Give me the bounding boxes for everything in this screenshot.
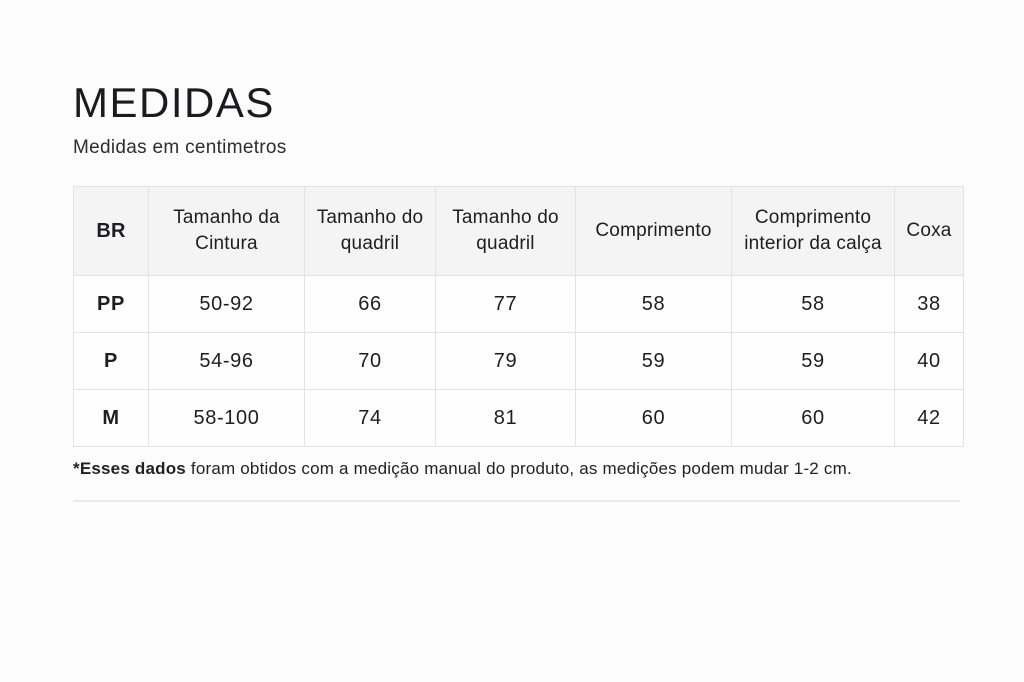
bottom-divider xyxy=(73,500,960,502)
disclaimer-bold-prefix: *Esses dados xyxy=(73,459,186,478)
header-cell-hip-size-1: Tamanho do quadril xyxy=(304,186,436,276)
table-cell: 42 xyxy=(894,389,964,447)
header-cell-inner-length: Comprimento interior da calça xyxy=(731,186,895,276)
table-header-row: BR Tamanho da Cintura Tamanho do quadril… xyxy=(73,186,964,276)
table-cell: 54-96 xyxy=(148,332,305,390)
header-cell-waist-size: Tamanho da Cintura xyxy=(148,186,305,276)
header-cell-br: BR xyxy=(73,186,149,276)
table-cell: 60 xyxy=(575,389,732,447)
page-subtitle: Medidas em centimetros xyxy=(73,137,287,158)
page-title: MEDIDAS xyxy=(73,79,275,126)
disclaimer-text: foram obtidos com a medição manual do pr… xyxy=(185,459,852,478)
table-cell: 81 xyxy=(435,389,576,447)
size-label: M xyxy=(73,389,149,447)
table-cell: 50-92 xyxy=(148,275,305,333)
table-cell: 58 xyxy=(575,275,732,333)
table-cell: 58-100 xyxy=(148,389,305,447)
table-cell: 58 xyxy=(731,275,895,333)
size-label: P xyxy=(73,332,149,390)
table-cell: 40 xyxy=(894,332,964,390)
measurement-disclaimer: *Esses dados foram obtidos com a medição… xyxy=(73,459,963,479)
size-chart-table: BR Tamanho da Cintura Tamanho do quadril… xyxy=(73,186,964,447)
table-cell: 79 xyxy=(435,332,576,390)
table-cell: 60 xyxy=(731,389,895,447)
table-row: M 58-100 74 81 60 60 42 xyxy=(73,389,964,447)
table-cell: 74 xyxy=(304,389,436,447)
size-label: PP xyxy=(73,275,149,333)
table-row: PP 50-92 66 77 58 58 38 xyxy=(73,275,964,333)
header-cell-thigh: Coxa xyxy=(894,186,964,276)
table-cell: 59 xyxy=(731,332,895,390)
header-cell-hip-size-2: Tamanho do quadril xyxy=(435,186,576,276)
table-cell: 77 xyxy=(435,275,576,333)
table-cell: 59 xyxy=(575,332,732,390)
table-cell: 66 xyxy=(304,275,436,333)
header-cell-length: Comprimento xyxy=(575,186,732,276)
table-cell: 38 xyxy=(894,275,964,333)
table-row: P 54-96 70 79 59 59 40 xyxy=(73,332,964,390)
table-cell: 70 xyxy=(304,332,436,390)
